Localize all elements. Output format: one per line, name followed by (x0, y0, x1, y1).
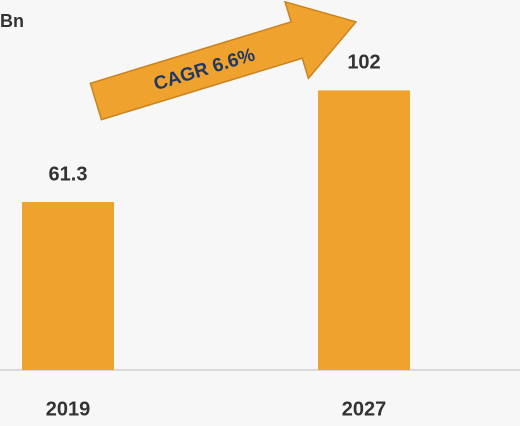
x-tick-label: 2019 (46, 398, 91, 420)
unit-label: Bn (0, 11, 24, 31)
bar (318, 90, 410, 370)
value-label: 61.3 (49, 163, 88, 185)
x-tick-label: 2027 (342, 398, 387, 420)
bar (22, 201, 114, 370)
arrow-shape (89, 0, 358, 121)
value-label: 102 (347, 52, 380, 74)
